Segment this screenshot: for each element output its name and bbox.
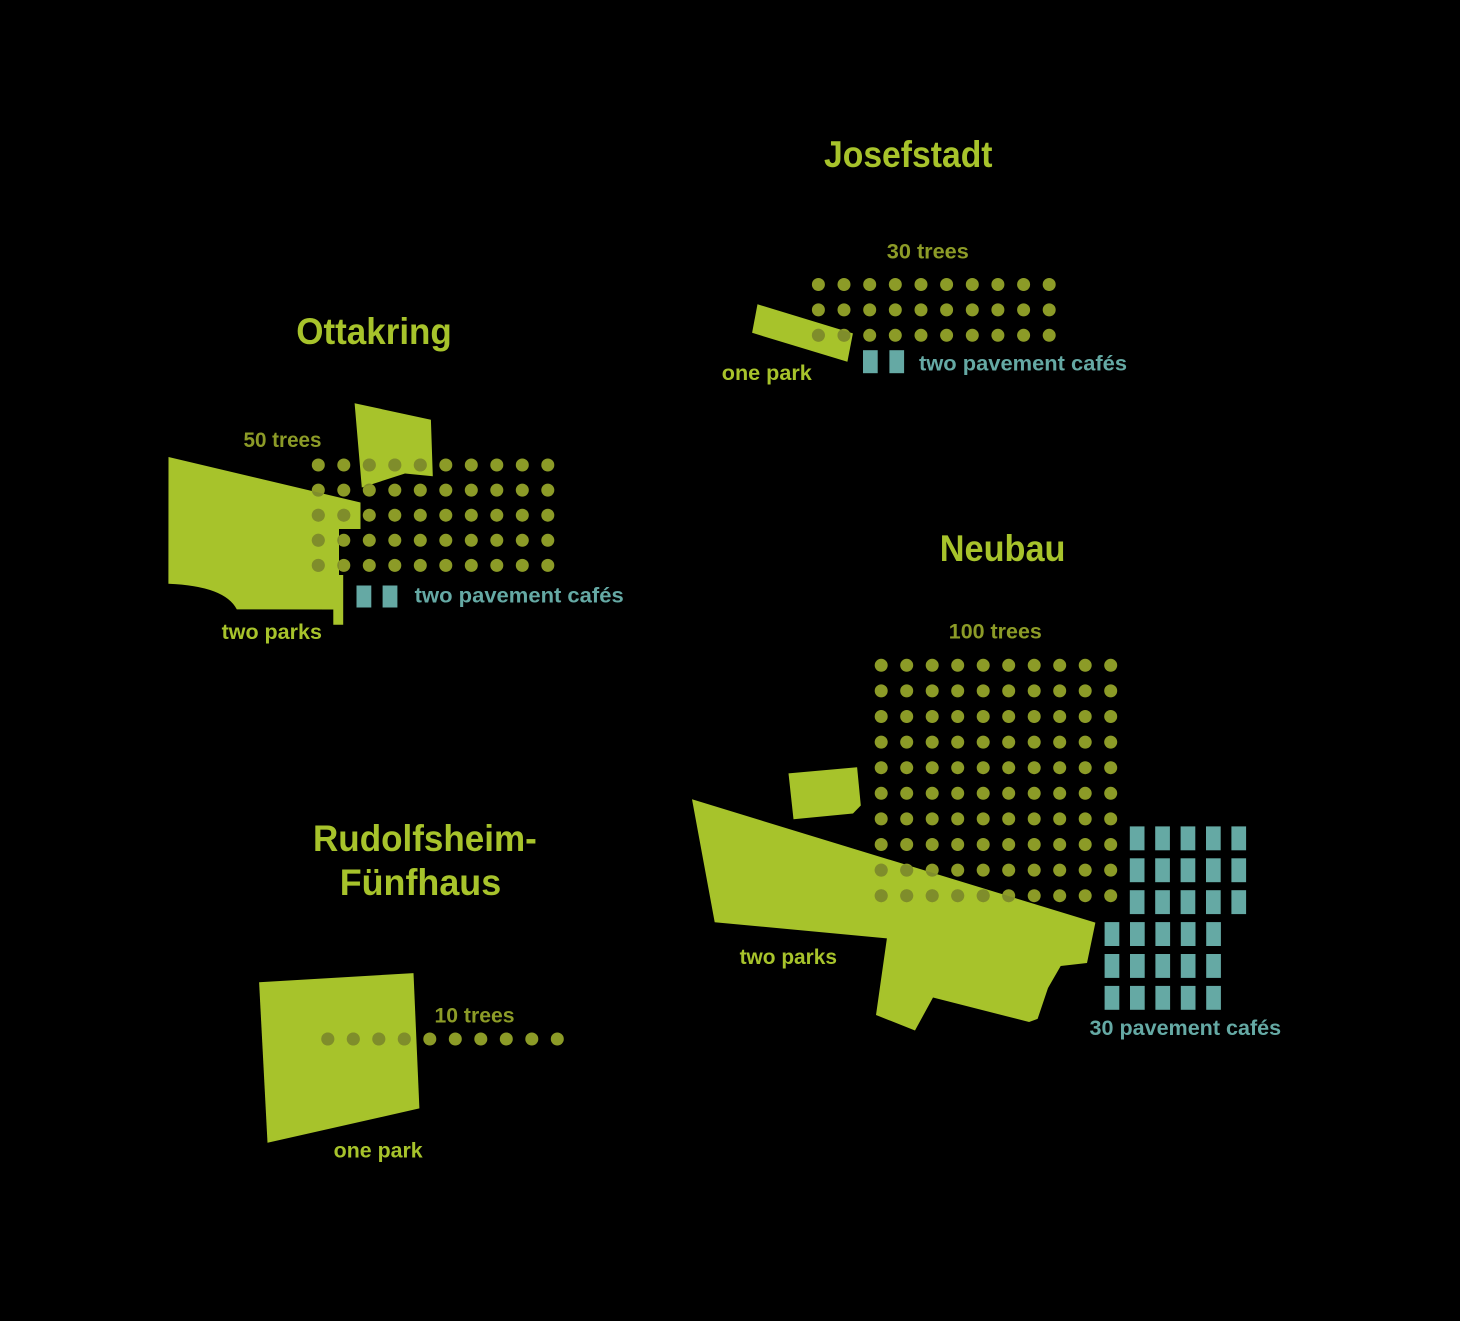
svg-text:one park: one park xyxy=(722,362,812,385)
svg-text:Ottakring: Ottakring xyxy=(296,310,452,352)
svg-text:two pavement cafés: two pavement cafés xyxy=(919,353,1127,376)
svg-text:two pavement cafés: two pavement cafés xyxy=(415,584,624,607)
svg-text:Josefstadt: Josefstadt xyxy=(824,133,993,175)
svg-text:100 trees: 100 trees xyxy=(949,620,1042,643)
svg-text:one park: one park xyxy=(334,1140,423,1163)
svg-text:30 trees: 30 trees xyxy=(887,240,969,263)
svg-text:30 pavement cafés: 30 pavement cafés xyxy=(1090,1017,1282,1040)
svg-text:Rudolfsheim-: Rudolfsheim- xyxy=(313,817,537,859)
svg-text:Fünfhaus: Fünfhaus xyxy=(340,861,502,903)
svg-text:50 trees: 50 trees xyxy=(244,429,322,452)
svg-text:two parks: two parks xyxy=(222,621,322,644)
svg-text:10 trees: 10 trees xyxy=(435,1005,515,1028)
svg-text:Neubau: Neubau xyxy=(940,527,1066,569)
svg-text:two parks: two parks xyxy=(740,946,837,969)
